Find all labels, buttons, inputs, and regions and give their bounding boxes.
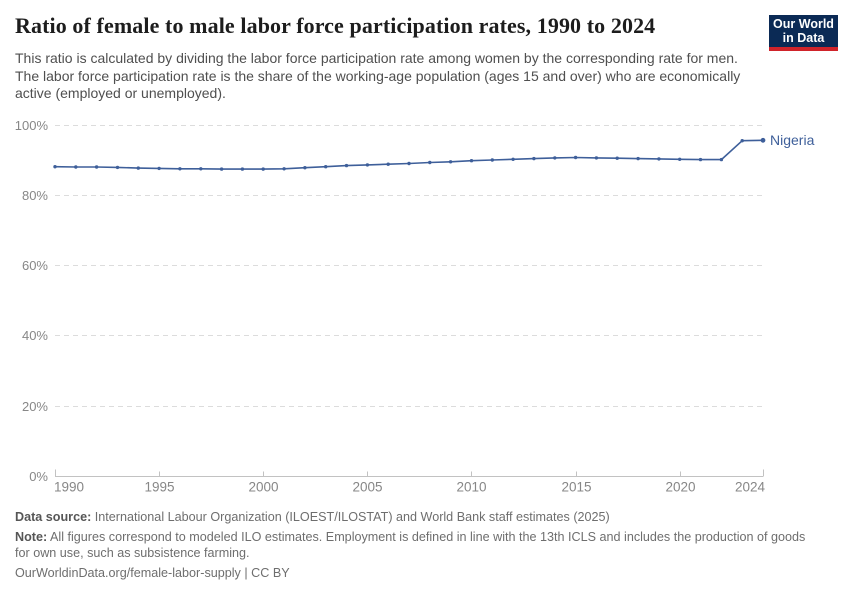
data-point xyxy=(199,167,203,171)
data-point xyxy=(136,166,140,170)
data-point xyxy=(469,159,474,163)
owid-logo[interactable]: Our World in Data xyxy=(769,15,838,51)
data-point xyxy=(428,160,432,165)
data-point xyxy=(74,165,78,169)
data-point xyxy=(178,167,182,171)
data-point xyxy=(157,166,161,171)
note-text: All figures correspond to modeled ILO es… xyxy=(15,529,806,561)
x-tick-label: 1995 xyxy=(144,480,174,495)
data-point xyxy=(386,162,390,166)
owid-logo-red-strip xyxy=(769,47,838,51)
data-point xyxy=(490,158,494,162)
chart-subtitle: This ratio is calculated by dividing the… xyxy=(15,50,741,101)
data-point xyxy=(365,163,370,167)
series-label: Nigeria xyxy=(770,132,815,148)
x-tick-label: 2005 xyxy=(352,480,382,495)
x-tick-label: 2024 xyxy=(735,480,766,495)
owid-logo-box: Our World in Data xyxy=(769,15,838,47)
data-point xyxy=(553,156,557,160)
data-point xyxy=(448,160,453,164)
y-tick-label: 20% xyxy=(22,399,48,414)
data-point xyxy=(115,165,120,170)
x-tick-label: 2000 xyxy=(248,480,278,495)
y-tick-label: 60% xyxy=(22,258,48,273)
note-label: Note: xyxy=(15,529,48,544)
data-point xyxy=(594,156,599,160)
data-point xyxy=(94,165,99,169)
x-tick-label: 2015 xyxy=(561,480,591,495)
data-point xyxy=(760,137,766,143)
note-line: Note: All figures correspond to modeled … xyxy=(15,529,810,562)
license-link[interactable]: CC BY xyxy=(251,565,290,580)
citation-line: OurWorldinData.org/female-labor-supply |… xyxy=(15,565,810,582)
data-point xyxy=(740,139,744,143)
data-source-text: International Labour Organization (ILOES… xyxy=(94,510,610,524)
data-point xyxy=(698,157,703,162)
y-tick-label: 100% xyxy=(15,118,49,133)
data-point xyxy=(240,167,245,171)
owid-url-link[interactable]: OurWorldinData.org/female-labor-supply xyxy=(15,565,241,580)
data-point xyxy=(511,157,515,161)
data-point xyxy=(407,161,411,166)
data-point xyxy=(636,156,640,161)
data-point xyxy=(532,156,536,161)
citation-separator: | xyxy=(244,565,248,580)
data-point xyxy=(261,167,265,171)
logo-text-line2: in Data xyxy=(782,31,825,45)
data-source-label: Data source: xyxy=(15,510,92,524)
data-point xyxy=(282,167,286,171)
y-tick-label: 80% xyxy=(22,188,48,203)
data-point xyxy=(324,165,328,169)
data-point xyxy=(719,157,724,162)
y-tick-label: 40% xyxy=(22,328,48,343)
chart-footer: Data source: International Labour Organi… xyxy=(15,509,810,584)
y-tick-label: 0% xyxy=(29,469,48,484)
data-point xyxy=(344,163,349,168)
data-source-line: Data source: International Labour Organi… xyxy=(15,509,810,526)
data-point xyxy=(678,157,682,161)
data-point xyxy=(657,157,661,161)
data-point xyxy=(303,166,307,170)
x-tick-label: 1990 xyxy=(54,480,84,495)
data-point xyxy=(573,155,578,160)
chart-title: Ratio of female to male labor force part… xyxy=(15,13,656,38)
x-tick-label: 2010 xyxy=(456,480,486,495)
x-tick-label: 2020 xyxy=(665,480,695,495)
data-point xyxy=(53,165,57,169)
logo-text-line1: Our World xyxy=(773,16,834,31)
data-point xyxy=(615,156,619,160)
data-point xyxy=(219,167,224,171)
